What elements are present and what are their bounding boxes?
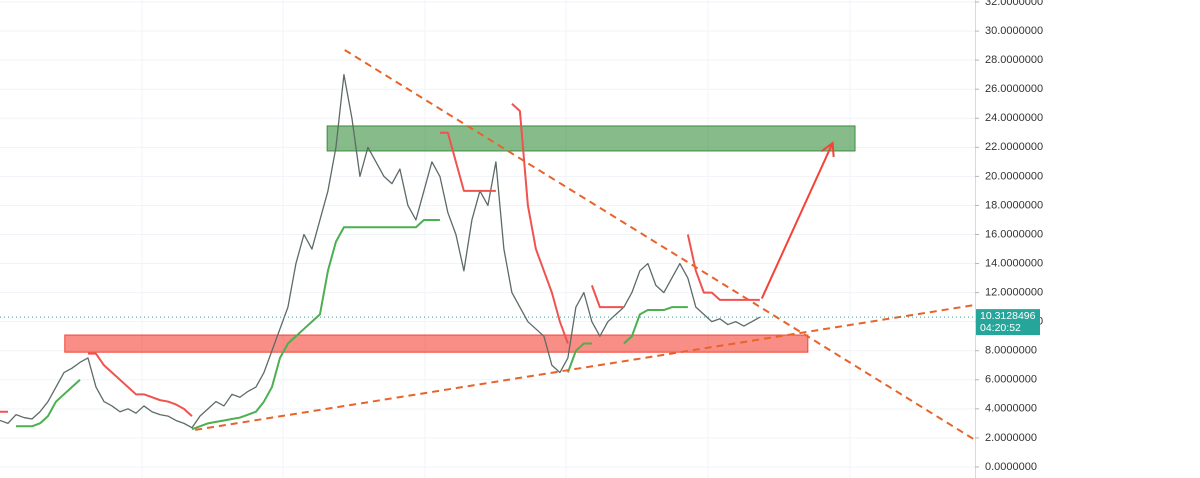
y-tick-label: 12.0000000	[985, 287, 1043, 299]
series-line	[0, 102, 760, 417]
y-tick-label: 20.0000000	[985, 170, 1043, 182]
y-tick-label: 18.0000000	[985, 199, 1043, 211]
price-label-bg	[976, 309, 1040, 336]
countdown-label: 04:20:52	[980, 322, 1021, 334]
y-tick-label: 28.0000000	[985, 54, 1043, 66]
y-tick-label: 0.0000000	[985, 461, 1037, 473]
trendline	[344, 49, 976, 441]
y-tick-label: 32.0000000	[985, 0, 1043, 8]
y-tick-label: 22.0000000	[985, 141, 1043, 153]
y-tick-label: 16.0000000	[985, 228, 1043, 240]
arrow-head	[820, 141, 835, 157]
y-tick-label: 24.0000000	[985, 112, 1043, 124]
arrow	[760, 142, 834, 299]
zone	[326, 125, 856, 152]
y-tick-label: 26.0000000	[985, 83, 1043, 95]
y-tick-label: 6.0000000	[985, 374, 1037, 386]
y-tick-label: 4.0000000	[985, 403, 1037, 415]
series-line	[15, 218, 688, 431]
y-tick-label: 14.0000000	[985, 257, 1043, 269]
vertical-grid	[141, 0, 851, 478]
y-tick-label: 2.0000000	[985, 432, 1037, 444]
series-line	[0, 74, 761, 429]
price-label: 10.3128496	[980, 310, 1036, 322]
zone	[64, 334, 809, 353]
y-tick-label: 8.0000000	[985, 345, 1037, 357]
y-tick-label: 30.0000000	[985, 25, 1043, 37]
